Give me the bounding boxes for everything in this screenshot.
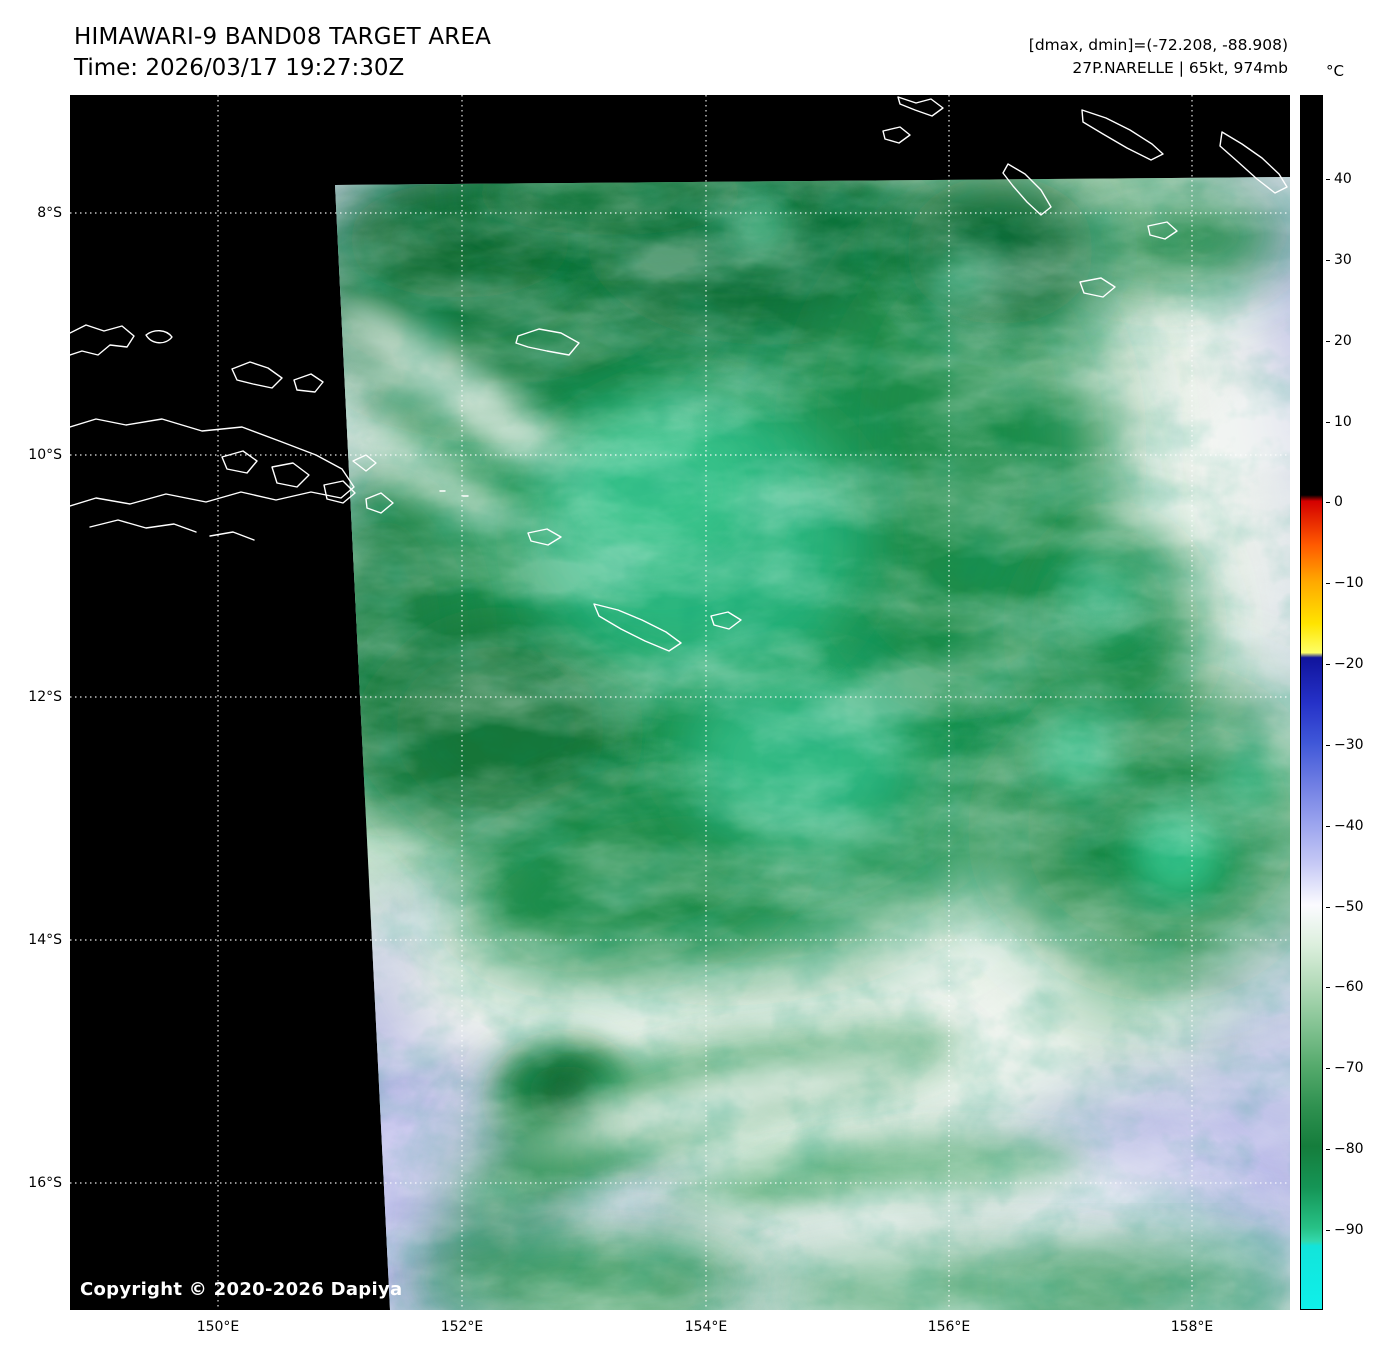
lat-tick-label: 16°S <box>28 1175 62 1191</box>
gridline-overlay <box>70 95 1290 1310</box>
lon-tick-label: 154°E <box>684 1319 728 1335</box>
colorbar-tick-label: 20 <box>1326 332 1352 350</box>
colorbar: 40 30 20 10 0 −10 −20 −30 −40 −50 −60 −7… <box>1300 95 1364 1310</box>
colorbar-tick-label: −80 <box>1326 1140 1364 1158</box>
figure-time: Time: 2026/03/17 19:27:30Z <box>74 55 405 81</box>
map-plot: Copyright © 2020-2026 Dapiya <box>70 95 1290 1310</box>
title-block: HIMAWARI-9 BAND08 TARGET AREA Time: 2026… <box>74 22 491 84</box>
colorbar-tick-label: −30 <box>1326 736 1364 754</box>
colorbar-tick-label: −40 <box>1326 817 1364 835</box>
colorbar-tick-label: −90 <box>1326 1221 1364 1239</box>
colorbar-tick-label: 0 <box>1326 493 1343 511</box>
cloud-field <box>335 177 1290 1310</box>
lon-tick-label: 156°E <box>927 1319 971 1335</box>
colorbar-tick-label: 40 <box>1326 170 1352 188</box>
lon-tick-label: 152°E <box>440 1319 484 1335</box>
colorbar-tick-label: −70 <box>1326 1059 1364 1077</box>
copyright-watermark: Copyright © 2020-2026 Dapiya <box>80 1279 403 1300</box>
coastline-overlay <box>70 96 1288 652</box>
colorbar-tick-label: −20 <box>1326 655 1364 673</box>
figure-title: HIMAWARI-9 BAND08 TARGET AREA <box>74 24 492 50</box>
lat-tick-label: 14°S <box>28 932 62 948</box>
dmax-dmin-readout: [dmax, dmin]=(-72.208, -88.908) <box>1028 36 1288 54</box>
lon-tick-label: 158°E <box>1170 1319 1214 1335</box>
lon-tick-label: 150°E <box>196 1319 240 1335</box>
colorbar-tick-label: 10 <box>1326 413 1352 431</box>
lat-tick-label: 10°S <box>28 447 62 463</box>
colorbar-unit-label: °C <box>1326 62 1344 80</box>
lat-tick-label: 8°S <box>37 205 62 221</box>
colorbar-tick-label: −10 <box>1326 574 1364 592</box>
lat-tick-label: 12°S <box>28 689 62 705</box>
info-block: [dmax, dmin]=(-72.208, -88.908) 27P.NARE… <box>1029 34 1288 80</box>
storm-info: 27P.NARELLE | 65kt, 974mb <box>1072 59 1288 77</box>
colorbar-tick-label: −50 <box>1326 898 1364 916</box>
colorbar-tick-label: −60 <box>1326 978 1364 996</box>
colorbar-tick-label: 30 <box>1326 251 1352 269</box>
satellite-image <box>70 95 1290 1310</box>
